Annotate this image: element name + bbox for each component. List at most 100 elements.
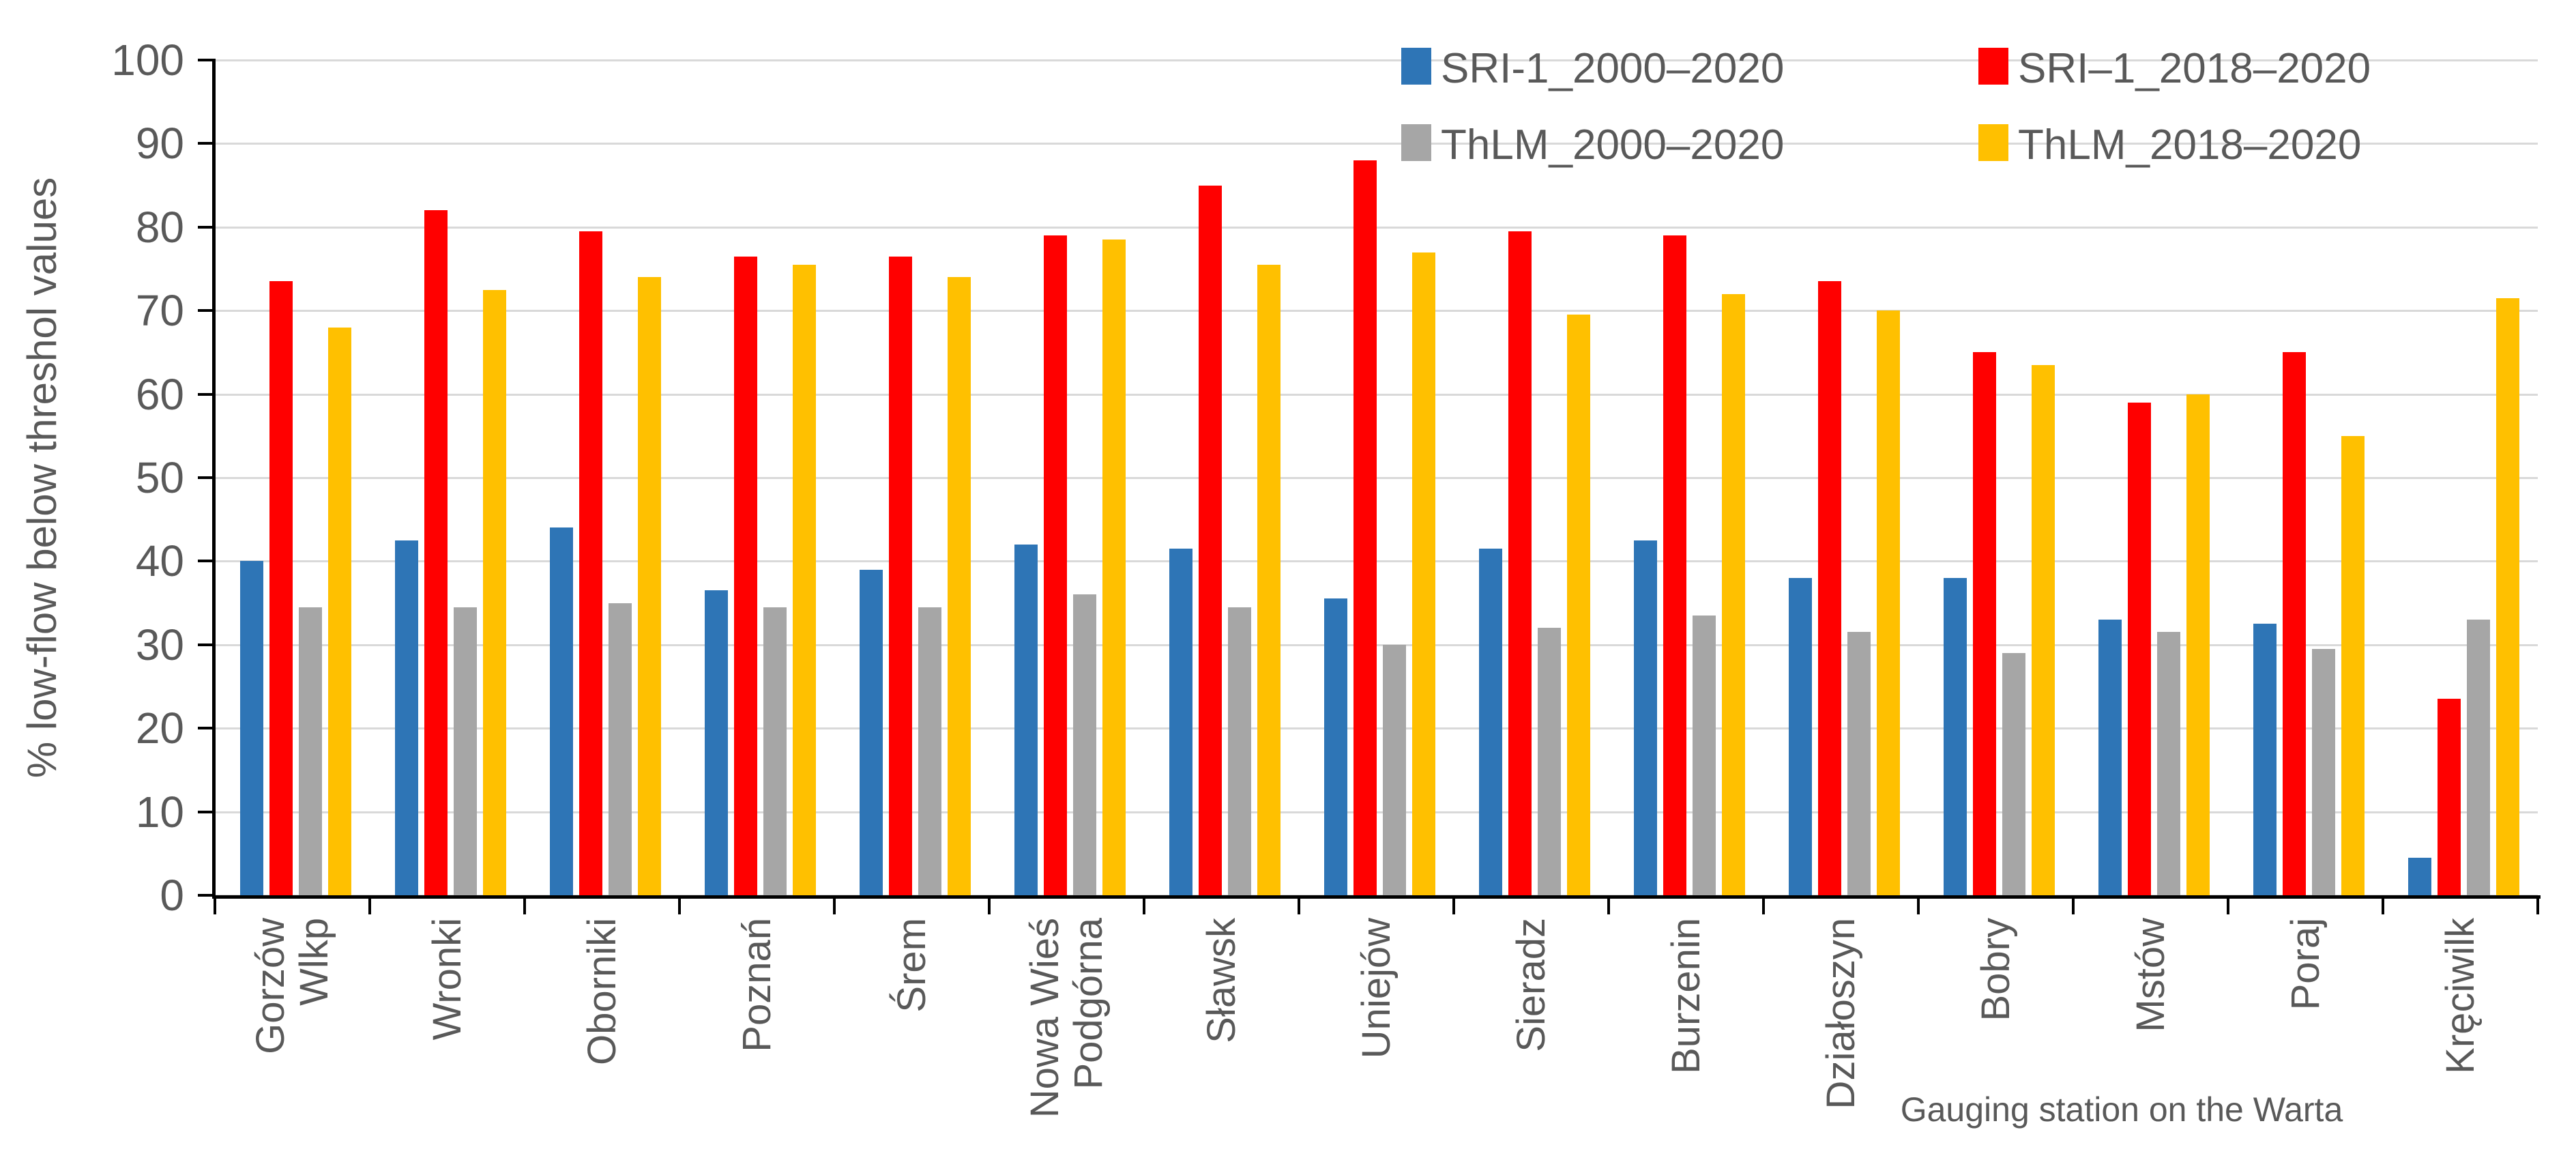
legend-label: ThLM_2000–2020 [1441, 121, 1785, 169]
x-axis-tick [214, 895, 216, 914]
bar-sri-1-2018-2020 [734, 256, 757, 895]
bar-thlm-2018-2020 [2341, 435, 2365, 895]
y-tick-label: 60 [135, 369, 184, 419]
y-axis-title: % low-flow below threshol values [19, 177, 65, 779]
y-axis-tick [198, 142, 215, 145]
x-axis-tick [1452, 895, 1455, 914]
y-tick-label: 10 [135, 787, 184, 837]
category-label: Poznań [734, 918, 779, 1052]
category-label: Śrem [889, 918, 934, 1013]
bar-sri-1-2018-2020 [1199, 185, 1222, 895]
bar-sri-1-2018-2020 [1663, 235, 1686, 895]
bar-sri-1-2018-2020 [424, 210, 448, 895]
bar-thlm-2018-2020 [1567, 315, 1590, 895]
x-axis-tick [1607, 895, 1610, 914]
bar-sri-1-2000-2020 [240, 561, 263, 895]
bar-thlm-2018-2020 [2032, 364, 2055, 895]
bar-sri-1-2000-2020 [550, 527, 573, 895]
y-tick-label: 90 [135, 119, 184, 169]
x-axis-tick [1917, 895, 1920, 914]
x-axis-tick [1762, 895, 1765, 914]
bar-thlm-2018-2020 [483, 289, 506, 895]
bar-thlm-2000-2020 [918, 607, 941, 895]
bar-thlm-2018-2020 [328, 327, 351, 895]
category-label: Gorzów Wlkp [248, 918, 336, 1054]
bar-sri-1-2018-2020 [2128, 402, 2151, 895]
bar-sri-1-2018-2020 [579, 231, 602, 895]
bar-thlm-2000-2020 [2312, 648, 2335, 895]
bar-thlm-2000-2020 [2467, 620, 2490, 895]
x-axis-tick [678, 895, 681, 914]
bar-thlm-2000-2020 [299, 607, 322, 895]
y-axis-tick [198, 560, 215, 563]
bar-sri-1-2018-2020 [269, 281, 293, 895]
y-axis-line [212, 59, 216, 897]
bar-sri-1-2018-2020 [1508, 231, 1532, 895]
category-label: Burzenin [1663, 918, 1708, 1074]
bar-sri-1-2000-2020 [1479, 549, 1502, 895]
bar-thlm-2018-2020 [1257, 264, 1280, 895]
bar-sri-1-2018-2020 [1044, 235, 1067, 895]
x-axis-tick [988, 895, 991, 914]
legend-swatch-gray [1401, 124, 1431, 161]
legend-label: SRI-1_2000–2020 [1441, 45, 1785, 92]
bar-thlm-2018-2020 [2496, 298, 2519, 895]
bar-thlm-2018-2020 [1722, 293, 1745, 895]
y-tick-label: 50 [135, 453, 184, 502]
gridline [215, 59, 2538, 61]
category-label: Kręciwilk [2438, 918, 2483, 1074]
bar-thlm-2000-2020 [763, 607, 787, 895]
x-axis-title: Gauging station on the Warta [1900, 1090, 2343, 1129]
bar-sri-1-2000-2020 [1324, 598, 1347, 895]
x-axis-tick [368, 895, 371, 914]
bar-thlm-2000-2020 [2157, 632, 2180, 895]
bar-thlm-2018-2020 [948, 277, 971, 895]
bar-sri-1-2018-2020 [1353, 160, 1377, 895]
legend-label: SRI–1_2018–2020 [2018, 45, 2371, 92]
legend-swatch-red [1978, 48, 2008, 85]
x-axis-tick [833, 895, 836, 914]
bar-thlm-2000-2020 [1228, 607, 1251, 895]
bar-sri-1-2000-2020 [395, 540, 418, 895]
bar-thlm-2000-2020 [2002, 653, 2025, 895]
y-tick-label: 20 [135, 704, 184, 753]
bar-sri-1-2000-2020 [1014, 544, 1038, 895]
x-axis-tick [1143, 895, 1145, 914]
legend-swatch-yellow [1978, 124, 2008, 161]
bar-sri-1-2018-2020 [1973, 352, 1996, 895]
bar-thlm-2000-2020 [609, 603, 632, 895]
x-axis-tick [1298, 895, 1300, 914]
bar-sri-1-2000-2020 [860, 569, 883, 895]
bar-thlm-2018-2020 [1877, 310, 1900, 895]
x-axis-tick [523, 895, 526, 914]
bar-sri-1-2000-2020 [1634, 540, 1657, 895]
legend-swatch-blue [1401, 48, 1431, 85]
gridline [215, 143, 2538, 145]
y-axis-tick [198, 392, 215, 396]
bar-thlm-2000-2020 [1383, 644, 1406, 895]
y-axis-tick [198, 309, 215, 313]
category-label: Poraj [2283, 918, 2328, 1011]
category-label: Sieradz [1508, 918, 1553, 1052]
bar-sri-1-2000-2020 [705, 590, 728, 895]
y-tick-label: 0 [160, 871, 184, 920]
bar-thlm-2000-2020 [1847, 632, 1871, 895]
bar-sri-1-2000-2020 [1944, 577, 1967, 895]
y-tick-label: 70 [135, 286, 184, 336]
x-axis-tick [2382, 895, 2384, 914]
category-label: Mstów [2128, 918, 2173, 1032]
y-axis-tick [198, 476, 215, 479]
y-tick-label: 30 [135, 620, 184, 669]
bar-thlm-2018-2020 [1412, 252, 1435, 895]
y-tick-label: 100 [111, 35, 184, 85]
y-tick-label: 80 [135, 202, 184, 252]
category-label: Nowa Wieś Podgórna [1022, 918, 1111, 1118]
y-axis-tick [198, 643, 215, 646]
x-axis-tick [2536, 895, 2539, 914]
x-axis-line [212, 895, 2541, 899]
category-label: Sławsk [1199, 918, 1244, 1043]
bar-sri-1-2018-2020 [2438, 699, 2461, 895]
y-tick-label: 40 [135, 536, 184, 586]
bar-sri-1-2018-2020 [2283, 352, 2306, 895]
